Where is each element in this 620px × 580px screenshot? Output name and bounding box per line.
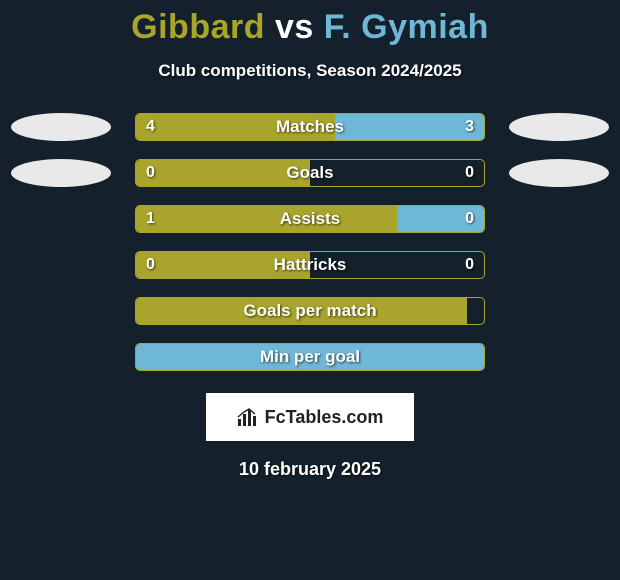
stat-row: Min per goal [0, 343, 620, 371]
stat-row: Goals per match [0, 297, 620, 325]
date-text: 10 february 2025 [0, 459, 620, 480]
stat-bar-right [335, 114, 484, 140]
stat-bar-track: Assists10 [135, 205, 485, 233]
comparison-infographic: Gibbard vs F. Gymiah Club competitions, … [0, 0, 620, 580]
stat-bar-left [136, 160, 310, 186]
stat-bar-right [397, 206, 484, 232]
stat-bar-track: Min per goal [135, 343, 485, 371]
stat-value-right: 0 [465, 252, 474, 278]
stat-bar-left [136, 206, 397, 232]
stat-row: Assists10 [0, 205, 620, 233]
stat-bar-left [136, 252, 310, 278]
subtitle: Club competitions, Season 2024/2025 [0, 61, 620, 81]
stat-bar-track: Goals per match [135, 297, 485, 325]
stat-bar-right [136, 344, 484, 370]
stat-bar-left [136, 114, 335, 140]
logo-text: FcTables.com [265, 407, 384, 428]
stat-row: Matches43 [0, 113, 620, 141]
logo-box: FcTables.com [206, 393, 414, 441]
logo-text-rest: Tables.com [286, 407, 384, 427]
stat-row: Goals00 [0, 159, 620, 187]
stat-row: Hattricks00 [0, 251, 620, 279]
title-right-name: F. Gymiah [324, 8, 489, 46]
player-avatar-left [11, 113, 111, 141]
title-left-name: Gibbard [131, 8, 265, 46]
stat-value-right: 0 [465, 160, 474, 186]
chart-bars-icon [237, 407, 259, 427]
player-avatar-right [509, 159, 609, 187]
player-avatar-right [509, 113, 609, 141]
stat-bar-left [136, 298, 467, 324]
title-vs: vs [275, 8, 314, 46]
stat-bar-track: Goals00 [135, 159, 485, 187]
logo-text-fc: Fc [265, 407, 286, 427]
stat-bar-track: Hattricks00 [135, 251, 485, 279]
stat-rows: Matches43 Goals00 Assists10 Hattricks00 Goal… [0, 113, 620, 371]
page-title: Gibbard vs F. Gymiah [0, 8, 620, 47]
stat-bar-track: Matches43 [135, 113, 485, 141]
player-avatar-left [11, 159, 111, 187]
